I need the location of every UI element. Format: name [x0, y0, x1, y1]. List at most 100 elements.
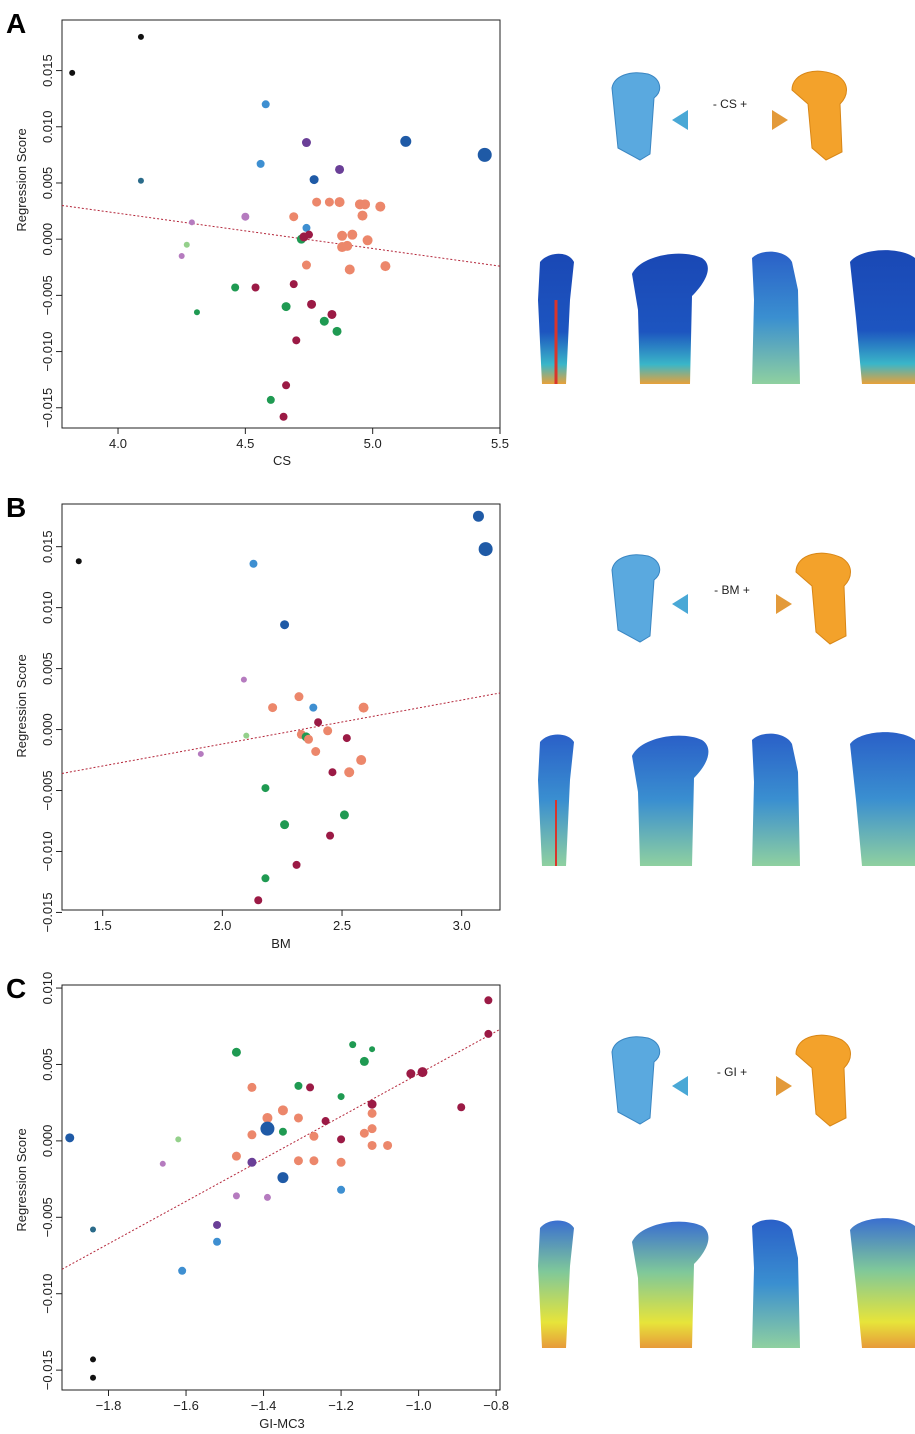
plot-frame	[61, 984, 501, 1391]
data-point	[367, 1140, 377, 1150]
data-point	[342, 734, 351, 743]
shape-morph-illustration: - CS +	[611, 70, 847, 161]
data-point	[367, 1108, 377, 1118]
data-point	[231, 1047, 241, 1057]
data-point	[281, 302, 291, 312]
data-point	[344, 767, 355, 778]
bone-view-lateral	[632, 735, 709, 866]
shape-morph-illustration: - GI +	[611, 1034, 851, 1127]
x-tick-label: 2.5	[333, 918, 351, 933]
data-point	[321, 1117, 330, 1126]
data-point	[327, 309, 337, 319]
bone-view-medial	[850, 732, 915, 866]
x-tick-label: 3.0	[453, 918, 471, 933]
y-axis-label: Regression Score	[14, 128, 29, 231]
data-point	[65, 1133, 75, 1143]
data-point	[213, 1237, 222, 1246]
y-axis-label: Regression Score	[14, 654, 29, 757]
data-point	[256, 159, 265, 168]
data-point	[278, 1127, 287, 1136]
x-tick-label: 1.5	[94, 918, 112, 933]
data-point	[357, 210, 368, 221]
data-point	[326, 831, 335, 840]
data-point	[304, 734, 314, 744]
data-point	[324, 197, 334, 207]
data-point	[359, 1128, 369, 1138]
heatmap-bone-views	[538, 250, 915, 384]
panel-a: A 4.0 4.5 5.0 5.5 0.015 0.010 0.005 0.000 −0.005…	[6, 8, 915, 468]
data-point	[90, 1356, 97, 1363]
data-point	[359, 1056, 369, 1066]
data-point	[247, 1082, 257, 1092]
data-point	[263, 1193, 271, 1201]
data-point	[334, 197, 345, 208]
data-point	[266, 395, 275, 404]
data-point	[249, 559, 258, 568]
x-tick-label: −1.8	[96, 1398, 122, 1413]
bone-view-medial	[850, 250, 915, 384]
y-tick-label: 0.000	[40, 1125, 55, 1158]
data-point	[90, 1374, 97, 1381]
arrow-left-head-icon	[672, 110, 688, 130]
data-point	[477, 147, 492, 162]
x-tick-label: 5.5	[491, 436, 509, 451]
bone-icon-max	[795, 1034, 851, 1127]
data-point	[369, 1046, 376, 1053]
bone-icon-max	[795, 552, 851, 645]
data-point	[280, 820, 290, 830]
data-point	[213, 1220, 222, 1229]
data-point	[337, 230, 348, 241]
scatter-plot: 1.5 2.0 2.5 3.0 0.015 0.010 0.005 0.000 −0.005 −0…	[40, 503, 501, 933]
data-point	[312, 197, 322, 207]
data-point	[314, 718, 323, 727]
data-point	[294, 1081, 303, 1090]
data-point	[188, 219, 195, 226]
data-point	[262, 1112, 273, 1123]
plot-frame	[61, 19, 501, 429]
data-point	[282, 381, 291, 390]
x-axis-label: CS	[273, 453, 291, 468]
x-tick-label: −1.0	[406, 1398, 432, 1413]
bone-icon-min	[611, 72, 661, 161]
x-axis-label: BM	[271, 936, 291, 951]
data-point	[289, 212, 299, 222]
heatmap-bone-views	[538, 732, 915, 866]
data-point	[197, 750, 204, 757]
data-point	[280, 620, 290, 630]
data-point	[383, 1140, 393, 1150]
data-point	[323, 726, 333, 736]
data-point	[400, 135, 412, 147]
arrow-right-head-icon	[776, 594, 792, 614]
data-point	[241, 212, 250, 221]
data-point	[360, 199, 371, 210]
scatter-plot: 4.0 4.5 5.0 5.5 0.015 0.010 0.005 0.000 −0.005 −0…	[40, 19, 509, 451]
data-point	[367, 1124, 377, 1134]
data-point	[243, 732, 250, 739]
x-tick-label: −0.8	[483, 1398, 509, 1413]
data-point	[337, 1093, 345, 1101]
data-point	[183, 241, 190, 248]
data-point	[311, 747, 321, 757]
data-point	[294, 692, 304, 702]
bone-view-lateral	[632, 1221, 709, 1348]
data-point	[328, 768, 337, 777]
data-point	[90, 1226, 97, 1233]
y-tick-label: −0.010	[40, 831, 55, 871]
scatter-plot: −1.8 −1.6 −1.4 −1.2 −1.0 −0.8 0.010 0.005 0.000 −…	[40, 972, 509, 1413]
data-point	[277, 1172, 289, 1184]
data-point	[193, 309, 200, 316]
data-point	[484, 1029, 493, 1038]
data-point	[484, 996, 493, 1005]
arrow-right-head-icon	[776, 1076, 792, 1096]
data-point	[349, 1041, 357, 1049]
data-point	[261, 784, 270, 793]
data-point	[362, 235, 373, 246]
data-point	[344, 264, 355, 275]
bone-view-posterior	[752, 733, 800, 866]
bone-view-medial	[850, 1218, 915, 1348]
regression-line	[61, 204, 501, 267]
y-axis-label: Regression Score	[14, 1128, 29, 1231]
data-point	[293, 1156, 303, 1166]
data-point	[309, 1131, 319, 1141]
